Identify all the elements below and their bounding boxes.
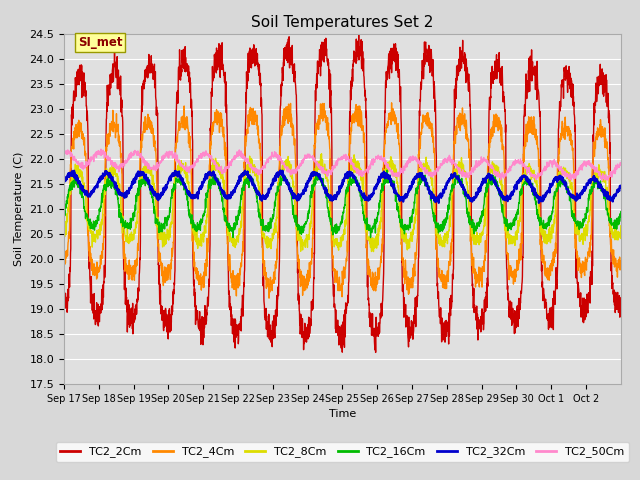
TC2_2Cm: [355, 32, 362, 37]
TC2_50Cm: [376, 157, 384, 163]
TC2_4Cm: [617, 258, 625, 264]
TC2_32Cm: [535, 200, 543, 206]
TC2_8Cm: [370, 249, 378, 254]
Line: TC2_16Cm: TC2_16Cm: [64, 170, 621, 238]
TC2_2Cm: [116, 87, 124, 93]
TC2_2Cm: [609, 291, 617, 297]
TC2_2Cm: [60, 302, 68, 308]
TC2_50Cm: [510, 159, 518, 165]
TC2_2Cm: [236, 321, 244, 326]
TC2_2Cm: [511, 331, 518, 336]
TC2_32Cm: [609, 196, 617, 202]
TC2_50Cm: [609, 168, 617, 173]
TC2_50Cm: [116, 162, 124, 168]
TC2_4Cm: [60, 252, 68, 258]
TC2_2Cm: [372, 349, 380, 355]
TC2_50Cm: [617, 161, 625, 167]
TC2_4Cm: [511, 273, 518, 278]
TC2_8Cm: [116, 181, 124, 187]
X-axis label: Time: Time: [329, 409, 356, 419]
Line: TC2_4Cm: TC2_4Cm: [64, 103, 621, 298]
TC2_8Cm: [609, 229, 617, 235]
TC2_32Cm: [376, 175, 384, 181]
Line: TC2_50Cm: TC2_50Cm: [64, 149, 621, 180]
TC2_16Cm: [511, 222, 518, 228]
TC2_50Cm: [542, 168, 550, 173]
TC2_16Cm: [367, 235, 374, 240]
TC2_4Cm: [236, 273, 244, 278]
TC2_50Cm: [598, 178, 606, 183]
TC2_32Cm: [236, 173, 244, 179]
TC2_32Cm: [116, 191, 124, 197]
TC2_4Cm: [388, 100, 396, 106]
TC2_4Cm: [265, 295, 273, 301]
TC2_8Cm: [617, 223, 625, 228]
TC2_4Cm: [376, 264, 384, 270]
TC2_8Cm: [60, 226, 68, 232]
TC2_16Cm: [60, 214, 68, 220]
TC2_32Cm: [60, 177, 68, 182]
Line: TC2_32Cm: TC2_32Cm: [64, 170, 621, 203]
TC2_2Cm: [542, 301, 550, 307]
TC2_8Cm: [236, 229, 244, 235]
TC2_2Cm: [617, 300, 625, 306]
TC2_4Cm: [116, 142, 124, 148]
TC2_32Cm: [276, 168, 284, 173]
TC2_16Cm: [236, 210, 244, 216]
TC2_16Cm: [383, 168, 391, 173]
TC2_8Cm: [511, 236, 518, 242]
TC2_50Cm: [60, 147, 68, 153]
TC2_32Cm: [542, 190, 550, 195]
TC2_8Cm: [376, 218, 384, 224]
Text: SI_met: SI_met: [78, 36, 122, 49]
TC2_16Cm: [617, 209, 625, 215]
TC2_50Cm: [97, 146, 105, 152]
Legend: TC2_2Cm, TC2_4Cm, TC2_8Cm, TC2_16Cm, TC2_32Cm, TC2_50Cm: TC2_2Cm, TC2_4Cm, TC2_8Cm, TC2_16Cm, TC2…: [56, 442, 628, 462]
TC2_32Cm: [617, 184, 625, 190]
TC2_8Cm: [542, 235, 550, 240]
TC2_8Cm: [317, 151, 325, 156]
TC2_16Cm: [376, 199, 384, 204]
TC2_4Cm: [542, 266, 550, 272]
Y-axis label: Soil Temperature (C): Soil Temperature (C): [14, 152, 24, 266]
TC2_4Cm: [609, 261, 617, 267]
TC2_16Cm: [609, 221, 617, 227]
TC2_16Cm: [542, 225, 550, 230]
Line: TC2_8Cm: TC2_8Cm: [64, 154, 621, 252]
TC2_32Cm: [510, 189, 518, 194]
Title: Soil Temperatures Set 2: Soil Temperatures Set 2: [252, 15, 433, 30]
TC2_16Cm: [116, 209, 124, 215]
Line: TC2_2Cm: TC2_2Cm: [64, 35, 621, 352]
TC2_2Cm: [376, 311, 384, 316]
TC2_50Cm: [236, 151, 244, 156]
